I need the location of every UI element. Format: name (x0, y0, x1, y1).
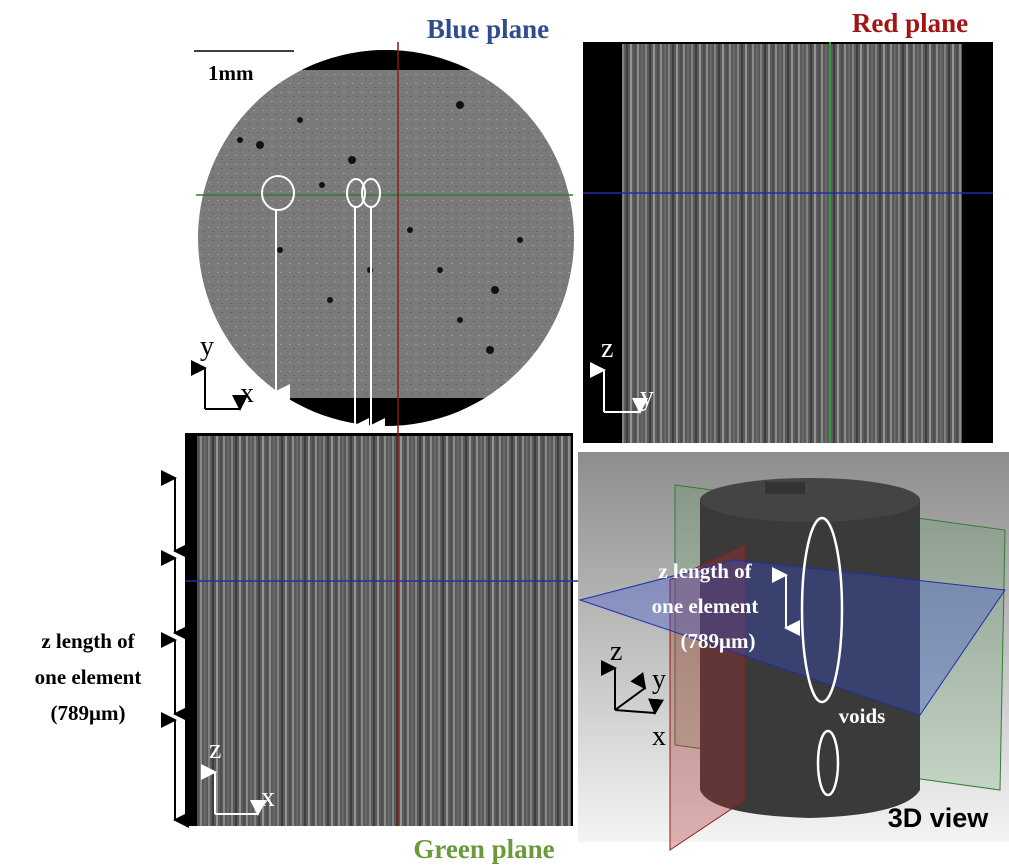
shape (456, 101, 464, 109)
annotation-line: z length of (41, 629, 135, 653)
annotation-line: one element (652, 594, 759, 618)
annotation-line: z length of (658, 559, 752, 583)
shape (517, 237, 523, 243)
axis-label: x (652, 721, 666, 752)
annotation-line: (789μm) (51, 701, 126, 725)
shape (327, 297, 333, 303)
axis-label: y (200, 331, 214, 362)
shape (197, 436, 571, 826)
annotation-line: (789μm) (681, 629, 756, 653)
panel-title: Green plane (413, 834, 554, 864)
green-plane-image (185, 433, 578, 826)
shape (457, 317, 463, 323)
view-3d-image (578, 452, 1009, 850)
shape (198, 50, 574, 426)
scale-label: 1mm (208, 61, 254, 85)
shape (319, 182, 325, 188)
shape (297, 117, 303, 123)
axis-label: x (261, 782, 275, 813)
shape (486, 346, 494, 354)
axis-label: x (240, 378, 254, 409)
shape (277, 247, 283, 253)
shape (256, 141, 264, 149)
shape (700, 478, 920, 522)
panel-title: 3D view (888, 803, 990, 833)
axis-label: y (640, 381, 654, 412)
axis-label: y (652, 664, 666, 695)
shape (237, 137, 243, 143)
voids-label: voids (839, 704, 886, 728)
shape (622, 44, 962, 443)
panel-title: Blue plane (427, 14, 549, 44)
shape (348, 156, 356, 164)
axis-label: z (601, 333, 613, 364)
figure: Blue plane 1mm y x Red plane z y Green p… (0, 0, 1009, 868)
axis-label: z (209, 734, 221, 765)
axis-glyph (205, 368, 240, 409)
panel-title: Red plane (852, 8, 968, 38)
shape (491, 286, 499, 294)
axis-label: z (610, 636, 622, 667)
shape (407, 227, 413, 233)
shape (765, 482, 805, 494)
annotation-line: one element (35, 665, 142, 689)
shape (437, 267, 443, 273)
